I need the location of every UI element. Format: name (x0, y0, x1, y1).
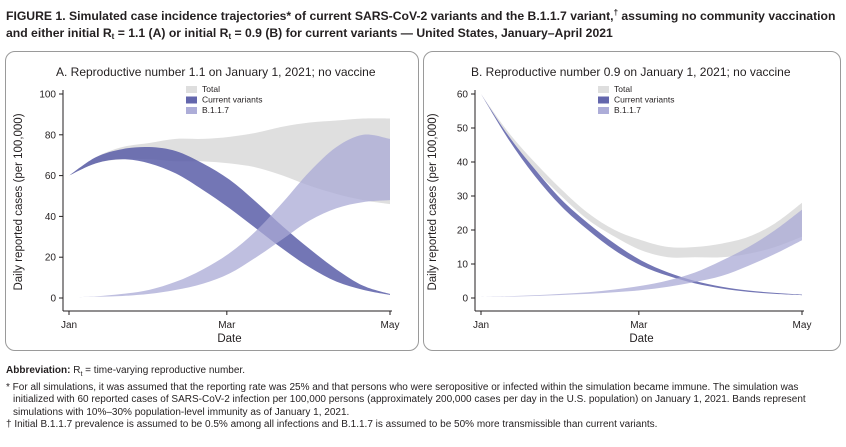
x-tick-label: Jan (61, 320, 77, 331)
band-b-1-1-7 (69, 134, 390, 298)
abbreviation-note: Abbreviation: Rt = time-varying reproduc… (6, 365, 245, 378)
band-total (481, 94, 802, 258)
band-b-1-1-7 (481, 209, 802, 297)
y-tick-label: 60 (457, 90, 469, 101)
footnote-dagger: † Initial B.1.1.7 prevalence is assumed … (6, 419, 658, 431)
legend-label-b-1-1-7: B.1.1.7 (202, 105, 229, 115)
y-tick-label: 0 (50, 294, 56, 305)
panel-a: 0 20 40 60 80 100 Jan Mar May A. Reproductive nu… (5, 51, 419, 351)
legend-swatch-current-variants (186, 96, 197, 104)
y-tick-label: 50 (457, 124, 469, 135)
y-tick-label: 40 (45, 212, 57, 223)
legend-label-current-variants: Current variants (202, 95, 262, 105)
figure-notes: Abbreviation: Rt = time-varying reproduc… (6, 365, 840, 432)
panel-b: 0 10 20 30 40 50 60 Jan Mar May B. Reproductive n… (423, 51, 841, 351)
chart-b: 0 10 20 30 40 50 60 Jan Mar May B. Reproductive n… (427, 65, 812, 345)
x-tick-label: May (381, 320, 400, 331)
x-tick-label: Mar (218, 320, 236, 331)
legend-swatch-current-variants (598, 96, 609, 104)
band-current-variants (481, 94, 802, 296)
legend-label-total: Total (202, 84, 220, 94)
legend-swatch-b-1-1-7 (598, 107, 609, 114)
figure-title: FIGURE 1. Simulated case incidence traje… (6, 8, 836, 42)
legend-label-b-1-1-7: B.1.1.7 (614, 105, 641, 115)
chart-a: 0 20 40 60 80 100 Jan Mar May A. Reproductive nu… (13, 65, 400, 345)
legend-label-current-variants: Current variants (614, 95, 674, 105)
x-axis-label: Date (629, 333, 653, 345)
x-tick-label: Mar (630, 320, 648, 331)
chart-title: A. Reproductive number 1.1 on January 1,… (56, 65, 376, 79)
y-axis-label: Daily reported cases (per 100,000) (13, 113, 25, 290)
x-tick-label: Jan (473, 320, 489, 331)
y-tick-label: 10 (457, 260, 469, 271)
y-tick-label: 20 (457, 226, 469, 237)
y-axis-label: Daily reported cases (per 100,000) (427, 113, 439, 290)
y-tick-label: 40 (457, 158, 469, 169)
chart-title: B. Reproductive number 0.9 on January 1,… (471, 65, 791, 79)
legend-label-total: Total (614, 84, 632, 94)
x-axis-label: Date (217, 333, 241, 345)
y-tick-label: 80 (45, 130, 57, 141)
legend-swatch-total (598, 86, 609, 93)
y-tick-label: 60 (45, 171, 57, 182)
legend-swatch-total (186, 86, 197, 93)
band-current-variants (69, 146, 390, 295)
y-tick-label: 0 (462, 294, 468, 305)
legend-swatch-b-1-1-7 (186, 107, 197, 114)
y-tick-label: 100 (39, 90, 56, 101)
footnote-star: * For all simulations, it was assumed th… (6, 381, 806, 418)
y-tick-label: 30 (457, 192, 469, 203)
y-tick-label: 20 (45, 253, 57, 264)
x-tick-label: May (793, 320, 812, 331)
